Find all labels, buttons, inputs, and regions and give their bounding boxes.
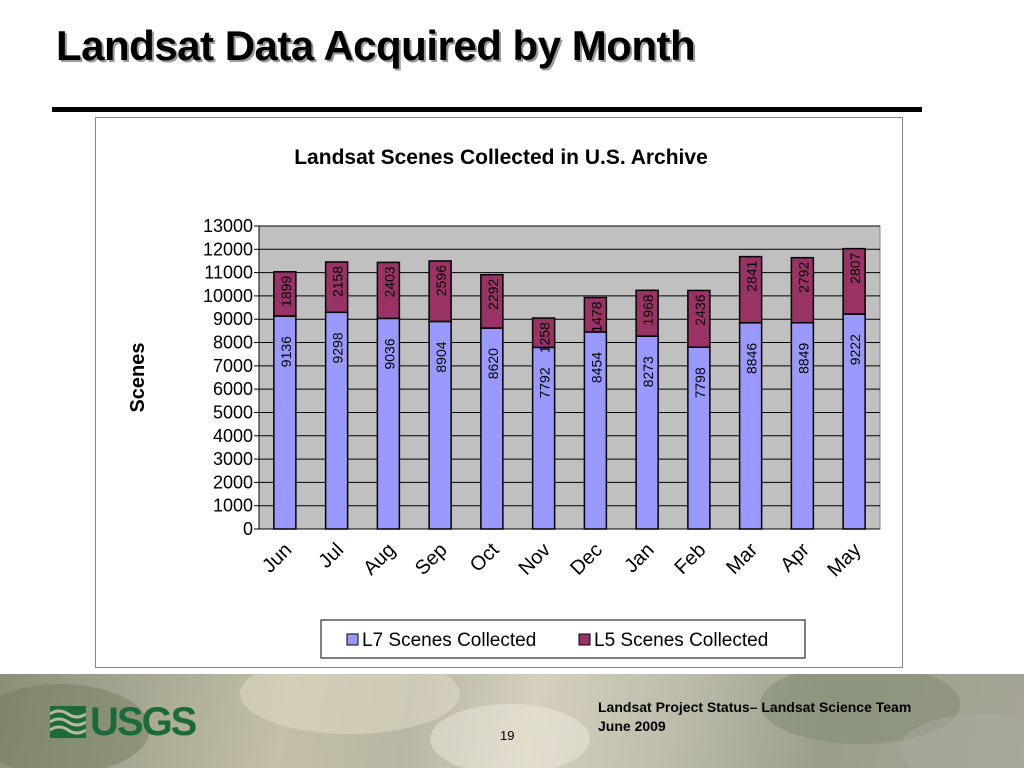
data-label-l7: 8849: [795, 343, 811, 374]
footer-caption: Landsat Project Status– Landsat Science …: [598, 698, 911, 736]
bar-l5-nov: [531, 317, 556, 349]
bar-l5-mar: [738, 255, 763, 324]
data-label-l5: 1899: [278, 276, 294, 307]
data-label-l5: 2807: [847, 252, 863, 283]
page-number: 19: [500, 728, 515, 743]
y-tick-label: 0: [243, 519, 253, 539]
data-label-l7: 9298: [330, 332, 346, 363]
legend-swatch: [346, 633, 359, 646]
bar-l5-apr: [790, 256, 815, 324]
x-tick-label: Mar: [722, 539, 762, 579]
y-tick-label: 9000: [213, 309, 253, 329]
footer-texture: [240, 674, 460, 734]
bar-l5-jan: [635, 289, 659, 337]
data-label-l5: 1478: [588, 301, 604, 332]
footer-texture: [760, 674, 960, 744]
x-tick-label: May: [823, 539, 865, 581]
data-label-l5: 2436: [692, 294, 708, 325]
plot-area: [258, 225, 881, 530]
data-label-l7: 9222: [847, 334, 863, 365]
data-label-l7: 8620: [485, 348, 501, 379]
legend-label: L5 Scenes Collected: [594, 630, 768, 651]
footer-band: USGS 19 Landsat Project Status– Landsat …: [0, 674, 1024, 768]
x-tick-label: Jul: [315, 539, 349, 573]
x-tick-label: Jun: [258, 539, 296, 577]
y-tick-label: 13000: [203, 216, 253, 236]
stacked-bar-chart: Landsat Scenes Collected in U.S. Archive…: [127, 146, 881, 659]
y-tick-label: 7000: [213, 356, 253, 376]
footer-line-1: Landsat Project Status– Landsat Science …: [598, 699, 912, 715]
footer-line-2: June 2009: [598, 718, 666, 734]
x-tick-label: Feb: [670, 539, 710, 579]
data-label-l7: 8273: [640, 356, 656, 387]
y-tick-label: 2000: [213, 472, 253, 492]
y-tick-label: 5000: [213, 402, 253, 422]
bar-l5-feb: [687, 289, 711, 348]
data-label-l5: 2596: [433, 265, 449, 296]
data-label-l7: 9136: [278, 336, 294, 367]
data-label-l7: 8846: [744, 343, 760, 374]
x-tick-label: Oct: [466, 539, 504, 577]
usgs-logo-text: USGS: [90, 700, 197, 744]
y-tick-label: 11000: [204, 263, 253, 283]
y-tick-label: 8000: [213, 333, 253, 353]
x-tick-label: Nov: [514, 539, 555, 580]
legend-label: L7 Scenes Collected: [362, 630, 536, 651]
bar-l5-jul: [324, 261, 349, 314]
y-tick-label: 4000: [213, 426, 253, 446]
data-label-l5: 2792: [795, 261, 811, 292]
footer-texture: [430, 704, 590, 768]
data-label-l7: 9036: [381, 338, 397, 369]
y-tick-label: 6000: [213, 379, 253, 399]
data-label-l5: 2403: [381, 266, 397, 297]
chart-title: Landsat Scenes Collected in U.S. Archive: [294, 146, 708, 169]
usgs-wave-icon: [50, 706, 86, 738]
x-tick-label: Apr: [776, 539, 814, 577]
legend-swatch: [578, 633, 591, 646]
data-label-l5: 1968: [640, 294, 656, 325]
legend-box: [320, 619, 806, 659]
y-tick-label: 10000: [203, 286, 253, 306]
chart-frame: Landsat Scenes Collected in U.S. Archive…: [95, 117, 903, 668]
data-label-l7: 7792: [537, 367, 553, 398]
bar-l5-dec: [583, 296, 608, 333]
bar-l5-oct: [480, 273, 504, 329]
x-tick-label: Sep: [411, 539, 452, 580]
title-divider: [52, 107, 922, 112]
y-tick-label: 1000: [213, 496, 253, 516]
slide-title: Landsat Data Acquired by Month: [56, 22, 696, 69]
data-label-l7: 8454: [588, 352, 604, 383]
y-tick-label: 12000: [203, 239, 253, 259]
x-tick-label: Dec: [566, 539, 607, 580]
y-axis-label: Scenes: [127, 342, 149, 412]
y-tick-label: 3000: [213, 449, 253, 469]
x-tick-label: Jan: [620, 539, 658, 577]
data-label-l7: 8904: [433, 341, 449, 372]
data-label-l5: 2158: [330, 266, 346, 297]
data-label-l5: 2292: [485, 278, 501, 309]
usgs-logo: USGS: [50, 700, 197, 744]
data-label-l7: 7798: [692, 367, 708, 398]
bar-l5-aug: [376, 261, 401, 320]
x-tick-label: Aug: [359, 539, 400, 580]
data-label-l5: 1258: [537, 322, 553, 353]
bar-l5-may: [842, 247, 866, 315]
bar-l5-sep: [428, 260, 452, 323]
bar-l5-jun: [273, 271, 297, 317]
data-label-l5: 2841: [744, 260, 760, 291]
